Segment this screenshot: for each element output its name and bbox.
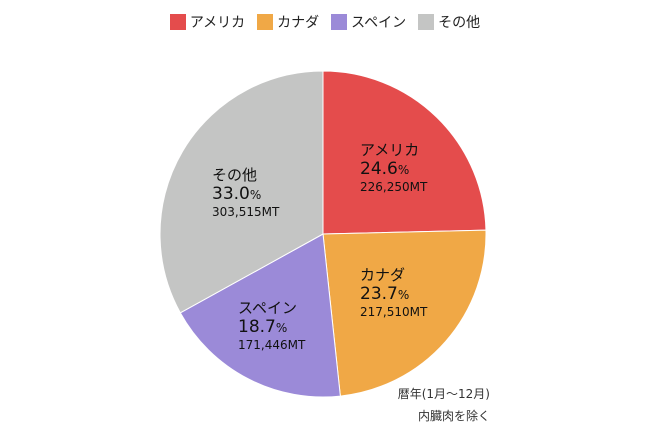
legend-label-canada: カナダ bbox=[277, 15, 320, 31]
legend-swatch-canada bbox=[257, 14, 274, 30]
legend-label-usa: アメリカ bbox=[189, 15, 246, 31]
pie-slice-spain bbox=[179, 233, 341, 398]
slice-label-spain: スペイン bbox=[238, 299, 297, 317]
legend-label-spain: スペイン bbox=[351, 15, 407, 31]
legend-swatch-other bbox=[418, 14, 435, 30]
legend-item-usa: アメリカ bbox=[169, 12, 246, 32]
legend-swatch-usa bbox=[169, 14, 186, 30]
legend-item-spain: スペイン bbox=[331, 12, 406, 32]
slice-value-spain: 171,446MT bbox=[238, 338, 306, 352]
slice-percent-canada: 23.7% bbox=[360, 284, 409, 304]
slice-percent-usa: 24.6% bbox=[360, 159, 409, 179]
slice-value-canada: 217,510MT bbox=[360, 305, 428, 319]
slice-label-other: その他 bbox=[212, 166, 257, 184]
legend: アメリカ カナダ スペイン その他 bbox=[0, 12, 650, 32]
note-excluding-offal: 内臓肉を除く bbox=[417, 409, 490, 423]
slice-value-other: 303,515MT bbox=[212, 205, 280, 219]
slice-label-canada: カナダ bbox=[360, 266, 405, 284]
legend-label-other: その他 bbox=[438, 15, 481, 31]
legend-swatch-spain bbox=[331, 14, 348, 30]
legend-item-other: その他 bbox=[418, 12, 480, 32]
slice-percent-spain: 18.7% bbox=[238, 317, 287, 337]
pie-slice-usa bbox=[322, 70, 487, 235]
slice-value-usa: 226,250MT bbox=[360, 180, 428, 194]
note-calendar-year: 暦年(1月〜12月) bbox=[397, 387, 490, 401]
pie-slice-other bbox=[159, 70, 324, 314]
slice-percent-other: 33.0% bbox=[212, 184, 261, 204]
legend-item-canada: カナダ bbox=[257, 12, 319, 32]
slice-label-usa: アメリカ bbox=[360, 141, 419, 159]
pie-slice-canada bbox=[322, 229, 487, 397]
